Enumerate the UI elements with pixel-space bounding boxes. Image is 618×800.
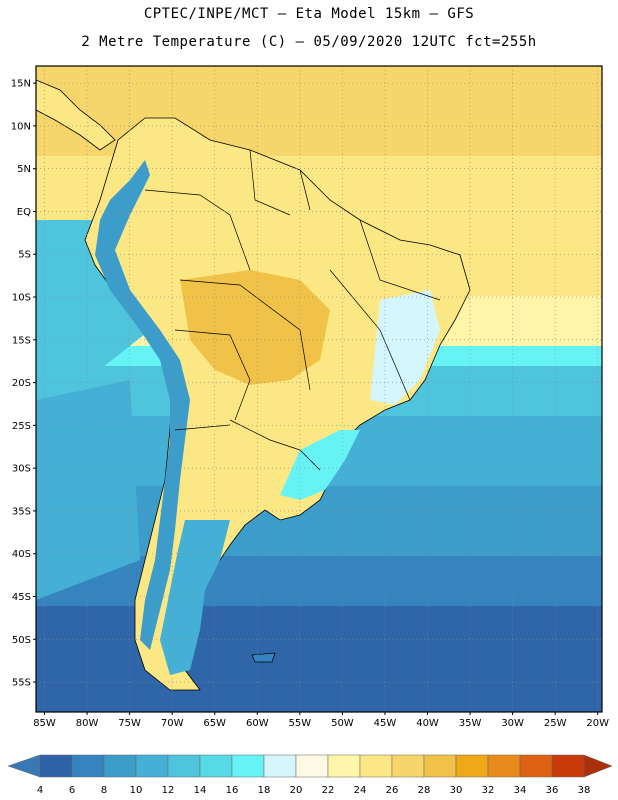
lat-label: 5S: [18, 250, 31, 261]
colorbar-box: [263, 754, 297, 778]
lat-label: 20S: [12, 378, 31, 389]
colorbar-label: 30: [450, 785, 463, 796]
colorbar-box: [39, 754, 73, 778]
colorbar-low-arrow: [7, 754, 41, 778]
lon-label: 50W: [331, 718, 354, 729]
colorbar-box: [167, 754, 201, 778]
colorbar-label: 4: [37, 785, 43, 796]
lon-label: 25W: [544, 718, 567, 729]
interior-hot: [180, 270, 330, 385]
lon-label: 30W: [501, 718, 524, 729]
pacific-cooler: [36, 380, 140, 600]
map-field: [36, 66, 602, 712]
lon-label: 45W: [374, 718, 397, 729]
colorbar-boxes: [7, 754, 613, 778]
central-america-land: [36, 79, 116, 151]
colorbar-box: [231, 754, 265, 778]
colorbar-box: [455, 754, 489, 778]
colorbar: 4 6 8 10 12 14 16 18 20 22 24 26 28 30 32 34 36 38: [7, 754, 613, 796]
colorbar-label: 28: [418, 785, 431, 796]
lon-label: 85W: [33, 718, 56, 729]
colorbar-label: 24: [354, 785, 367, 796]
colorbar-label: 18: [258, 785, 271, 796]
colorbar-box: [71, 754, 105, 778]
colorbar-box: [359, 754, 393, 778]
colorbar-box: [391, 754, 425, 778]
lon-label: 40W: [416, 718, 439, 729]
colorbar-box: [135, 754, 169, 778]
colorbar-box: [551, 754, 585, 778]
colorbar-labels: 4 6 8 10 12 14 16 18 20 22 24 26 28 30 32 34 36 38: [37, 785, 591, 796]
colorbar-label: 6: [69, 785, 75, 796]
colorbar-box: [327, 754, 361, 778]
falkland-islands: [251, 652, 276, 663]
lon-label: 75W: [118, 718, 141, 729]
lat-label: 45S: [12, 592, 31, 603]
lat-label: 15S: [12, 335, 31, 346]
lat-label: 50S: [12, 635, 31, 646]
colorbar-box: [423, 754, 457, 778]
lat-label: 15N: [11, 79, 31, 90]
country-borders: [144, 149, 441, 471]
map-frame: [35, 65, 603, 713]
colorbar-label: 36: [546, 785, 559, 796]
colorbar-label: 14: [194, 785, 207, 796]
lon-label: 20W: [586, 718, 609, 729]
colorbar-label: 38: [578, 785, 591, 796]
colorbar-box: [295, 754, 329, 778]
lat-label: 30S: [12, 464, 31, 475]
colorbar-label: 26: [386, 785, 399, 796]
colorbar-label: 34: [514, 785, 527, 796]
colorbar-label: 8: [101, 785, 107, 796]
colorbar-label: 12: [162, 785, 175, 796]
colorbar-label: 10: [130, 785, 143, 796]
lat-label: 55S: [12, 678, 31, 689]
colorbar-box: [487, 754, 521, 778]
lat-label: 10N: [11, 121, 31, 132]
lon-label: 55W: [289, 718, 312, 729]
colorbar-box: [199, 754, 233, 778]
colorbar-label: 16: [226, 785, 239, 796]
chart-title-line2: 2 Metre Temperature (C) – 05/09/2020 12U…: [81, 34, 537, 50]
lat-label: EQ: [17, 207, 31, 218]
longitude-labels: 85W 80W 75W 70W 65W 60W 55W 50W 45W 40W 35W 30W 25W 2…: [33, 712, 609, 729]
lon-label: 70W: [161, 718, 184, 729]
latitude-labels: 15N 10N 5N EQ 5S 10S 15S 20S 25S 30S 35S 40S 45S 50S 5…: [11, 79, 36, 689]
colorbar-label: 20: [290, 785, 303, 796]
lat-label: 5N: [17, 164, 31, 175]
lon-label: 80W: [76, 718, 99, 729]
lat-label: 25S: [12, 421, 31, 432]
patagonia-cool: [160, 520, 230, 675]
colorbar-label: 32: [482, 785, 495, 796]
colorbar-box: [519, 754, 553, 778]
lon-label: 60W: [246, 718, 269, 729]
lat-label: 40S: [12, 549, 31, 560]
andes-cold: [95, 160, 190, 650]
colorbar-label: 22: [322, 785, 335, 796]
chart-title-line1: CPTEC/INPE/MCT – Eta Model 15km – GFS: [143, 6, 475, 22]
colorbar-box: [103, 754, 137, 778]
east-coast-cool: [370, 290, 440, 405]
lon-label: 35W: [459, 718, 482, 729]
colorbar-high-arrow: [583, 754, 613, 778]
lat-label: 10S: [12, 293, 31, 304]
lon-label: 65W: [203, 718, 226, 729]
lat-label: 35S: [12, 506, 31, 517]
